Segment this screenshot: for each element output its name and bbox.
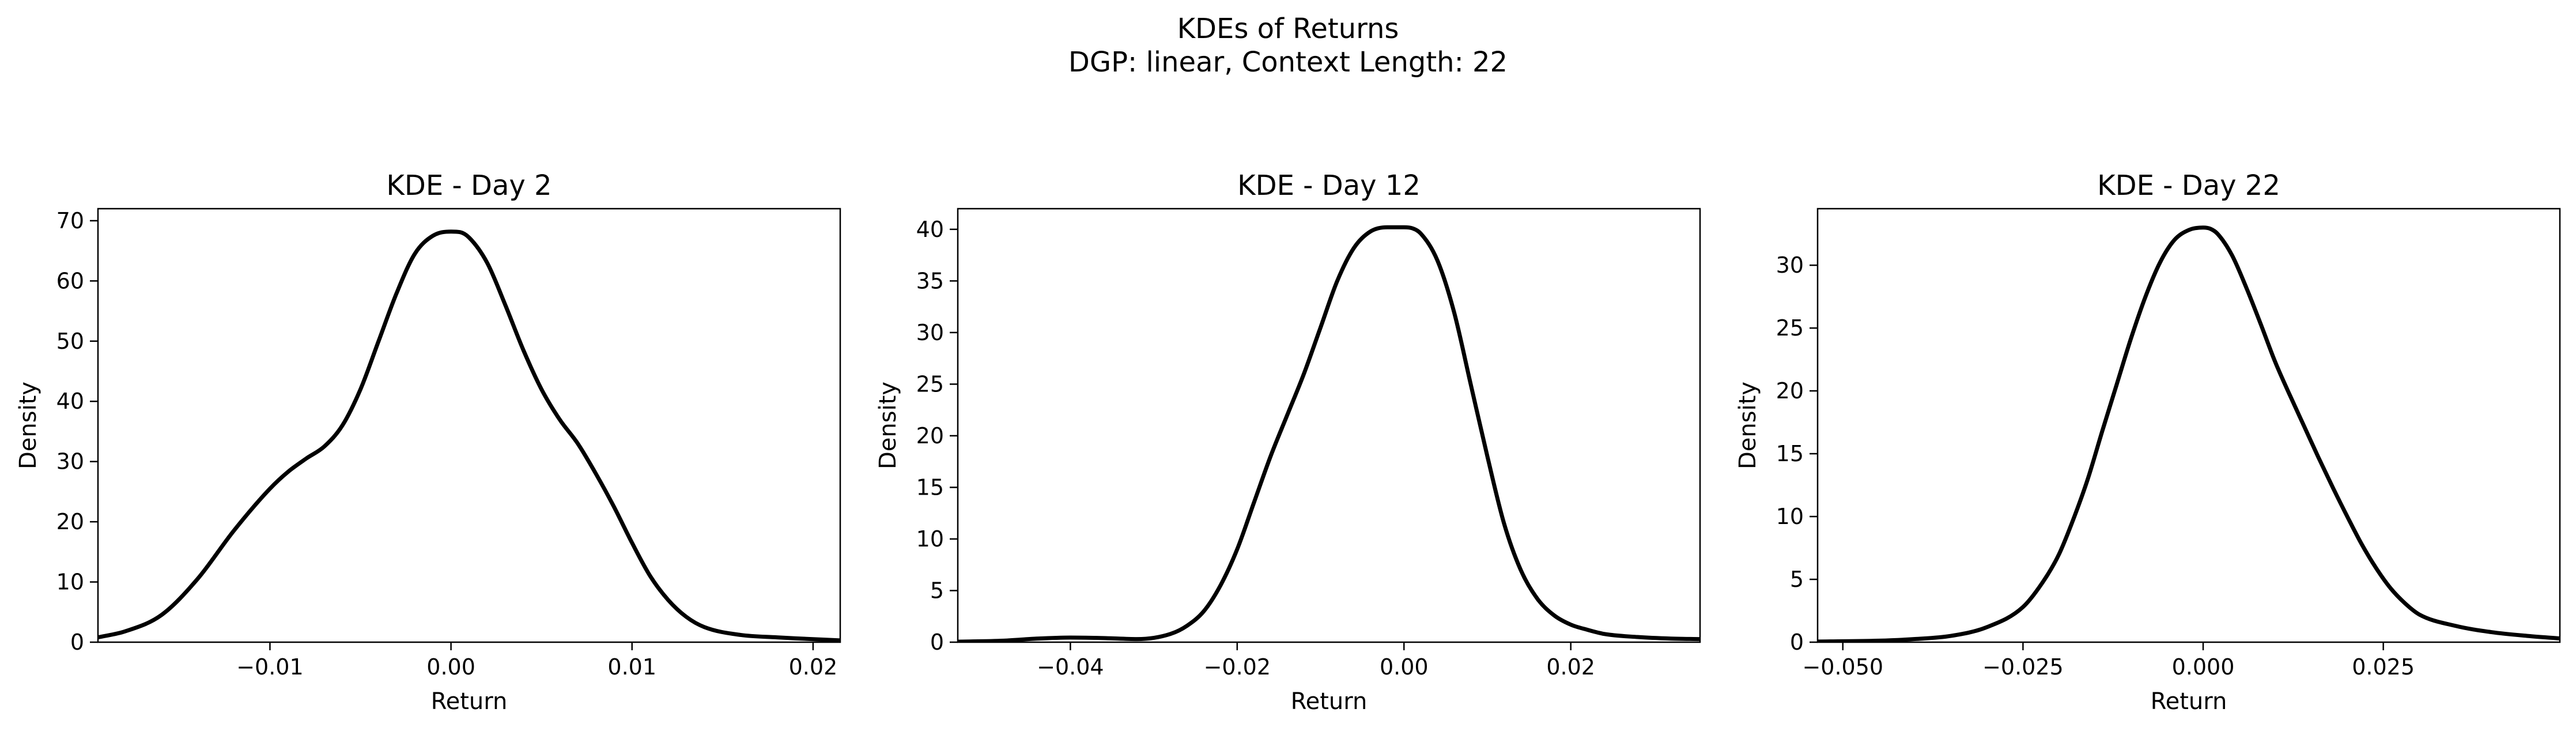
x-axis-label: Return <box>2151 688 2227 715</box>
kde-line <box>958 225 1700 642</box>
subplot-title: KDE - Day 22 <box>2097 169 2280 202</box>
y-tick-label: 35 <box>916 268 944 293</box>
figure-title-line-2: DGP: linear, Context Length: 22 <box>1068 46 1508 78</box>
x-axis-label: Return <box>1291 688 1368 715</box>
y-tick-label: 30 <box>916 320 944 345</box>
axes-frame <box>97 208 841 643</box>
y-tick-label: 10 <box>1776 504 1804 529</box>
y-tick-label: 5 <box>930 578 944 603</box>
y-tick-label: 15 <box>916 474 944 500</box>
y-tick-label: 10 <box>56 570 84 595</box>
x-tick-label: 0.02 <box>1546 654 1595 680</box>
x-tick-label: 0.01 <box>607 654 656 680</box>
subplot-3: KDE - Day 22 −0.050 −0.025 0.000 0.025 0 5 10 15… <box>1735 169 2561 715</box>
x-tick-label: 0.025 <box>2352 654 2415 680</box>
kde-line <box>98 229 840 642</box>
y-axis-label: Density <box>1735 382 1761 469</box>
y-tick-label: 40 <box>56 389 84 414</box>
y-tick-label: 0 <box>70 630 84 655</box>
y-tick-label: 30 <box>1776 252 1804 278</box>
y-tick-label: 60 <box>56 268 84 293</box>
y-tick-label: 25 <box>916 371 944 397</box>
y-tick-label: 20 <box>1776 378 1804 404</box>
y-tick-label: 40 <box>916 217 944 242</box>
y-tick-label: 20 <box>916 423 944 448</box>
x-tick-label: −0.01 <box>236 654 303 680</box>
y-tick-label: 5 <box>1790 567 1804 592</box>
subplot-1: KDE - Day 2 −0.01 0.00 0.01 0.02 0 10 20 30 40 50 6… <box>15 169 841 715</box>
subplot-title: KDE - Day 2 <box>386 169 552 202</box>
x-tick-label: −0.050 <box>1802 654 1883 680</box>
y-tick-label: 20 <box>56 509 84 534</box>
x-tick-label: −0.02 <box>1204 654 1271 680</box>
subplots: KDE - Day 2−0.01 0.00 0.01 0.02010203040506… <box>15 169 2561 715</box>
x-tick-label: −0.025 <box>1982 654 2064 680</box>
y-tick-label: 50 <box>56 329 84 354</box>
x-tick-label: 0.02 <box>789 654 838 680</box>
y-axis-label: Density <box>15 382 41 469</box>
y-tick-label: 30 <box>56 449 84 474</box>
subplot-2: KDE - Day 12 −0.04 −0.02 0.00 0.02 0 5 10 15 20 25… <box>875 169 1701 715</box>
y-tick-label: 0 <box>930 630 944 655</box>
x-tick-label: 0.00 <box>1380 654 1429 680</box>
figure-title-line-1: KDEs of Returns <box>1177 13 1399 45</box>
y-tick-label: 15 <box>1776 441 1804 466</box>
y-axis-label: Density <box>875 382 901 469</box>
axes-frame <box>957 208 1701 643</box>
x-axis-label: Return <box>431 688 508 715</box>
y-tick-label: 10 <box>916 526 944 552</box>
y-tick-label: 70 <box>56 208 84 233</box>
subplot-title: KDE - Day 12 <box>1237 169 1421 202</box>
x-tick-label: 0.000 <box>2172 654 2235 680</box>
y-tick-label: 25 <box>1776 315 1804 341</box>
axes-frame <box>1816 208 2561 643</box>
x-tick-label: 0.00 <box>426 654 475 680</box>
kde-line <box>1818 225 2560 642</box>
x-tick-label: −0.04 <box>1037 654 1104 680</box>
y-tick-label: 0 <box>1790 630 1804 655</box>
